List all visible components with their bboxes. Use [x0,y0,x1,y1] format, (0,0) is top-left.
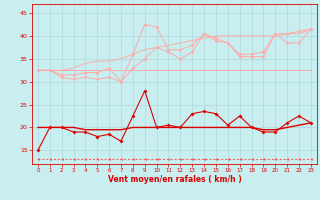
X-axis label: Vent moyen/en rafales ( km/h ): Vent moyen/en rafales ( km/h ) [108,175,241,184]
